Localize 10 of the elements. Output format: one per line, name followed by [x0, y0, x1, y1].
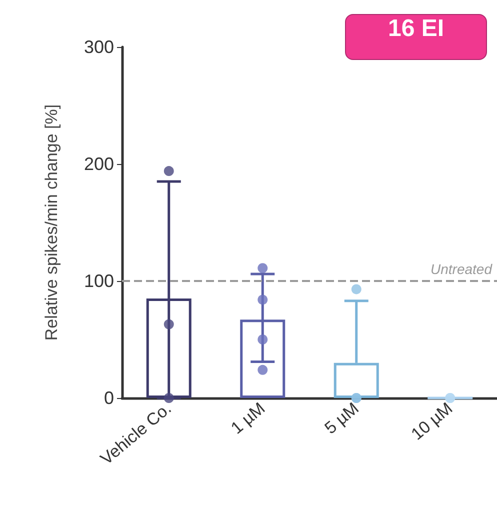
x-tick-label: 10 µM [408, 398, 456, 444]
ref-line-label: Untreated [430, 261, 494, 277]
y-tick-label: 200 [84, 154, 114, 174]
y-tick-label: 100 [84, 271, 114, 291]
y-tick-label: 300 [84, 37, 114, 57]
label-badge: 16 EI [345, 14, 487, 60]
y-tick-label: 0 [104, 388, 114, 408]
x-tick-label: 5 µM [321, 398, 362, 438]
y-axis-title: Relative spikes/min change [%] [42, 104, 61, 341]
x-tick-label: 1 µM [227, 398, 269, 438]
